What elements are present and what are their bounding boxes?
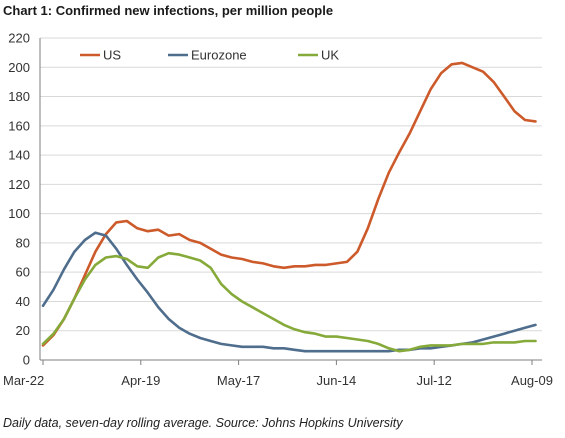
- x-tick-label: Aug-09: [511, 373, 553, 388]
- legend-label-uk: UK: [321, 48, 339, 63]
- y-tick-label: 140: [8, 148, 30, 163]
- y-tick-label: 180: [8, 89, 30, 104]
- y-tick-label: 120: [8, 177, 30, 192]
- x-tick-label: May-17: [217, 373, 260, 388]
- y-tick-label: 160: [8, 118, 30, 133]
- y-tick-label: 20: [16, 323, 30, 338]
- y-axis: 0 20 40 60 80 100 120 140 160 180 200 220: [8, 31, 41, 368]
- series-line-eurozone: [41, 231, 537, 353]
- x-tick-label: Apr-19: [121, 373, 160, 388]
- x-tick-label: Mar-22: [3, 373, 44, 388]
- y-tick-label: 80: [16, 235, 30, 250]
- y-tick-label: 60: [16, 265, 30, 280]
- y-tick-label: 0: [23, 353, 30, 368]
- y-tick-label: 100: [8, 206, 30, 221]
- y-tick-label: 220: [8, 31, 30, 46]
- y-tick-label: 200: [8, 60, 30, 75]
- y-tick-label: 40: [16, 294, 30, 309]
- chart-source-note: Daily data, seven-day rolling average. S…: [3, 416, 403, 430]
- series-lines: [41, 61, 537, 353]
- x-tick-label: Jul-12: [416, 373, 451, 388]
- chart-title: Chart 1: Confirmed new infections, per m…: [3, 3, 334, 18]
- x-axis: Mar-22 Apr-19 May-17 Jun-14 Jul-12 Aug-09: [3, 359, 553, 388]
- legend-label-eurozone: Eurozone: [191, 48, 247, 63]
- series-line-uk: [41, 251, 537, 353]
- x-tick-label: Jun-14: [317, 373, 357, 388]
- legend: US Eurozone UK: [80, 48, 339, 63]
- gridlines: [40, 37, 542, 332]
- legend-label-us: US: [103, 48, 121, 63]
- series-line-us: [41, 61, 537, 347]
